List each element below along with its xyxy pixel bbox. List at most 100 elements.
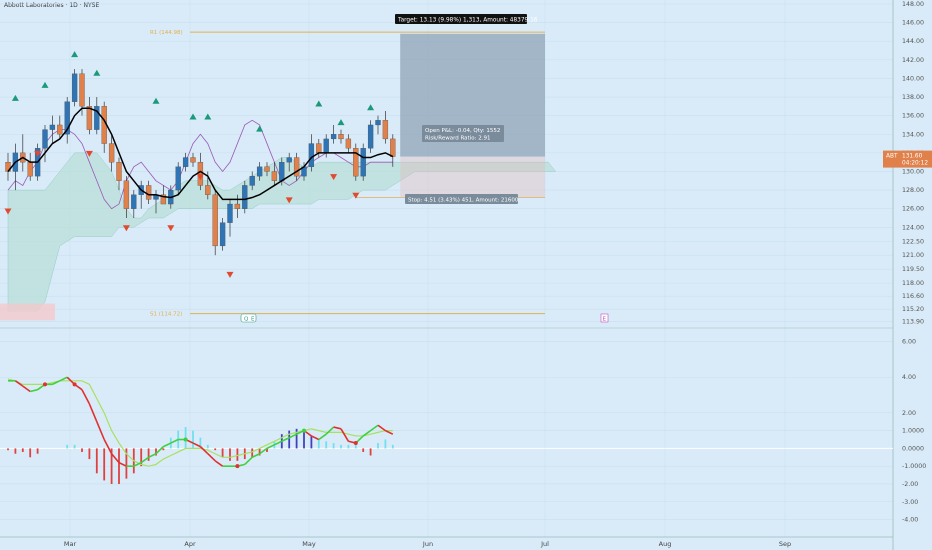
macd-cross-dot — [72, 382, 77, 387]
target-label: Target: 13.13 (9.98%) 1,313, Amount: 483… — [397, 18, 538, 24]
candle-body[interactable] — [5, 162, 11, 172]
pivot-s1-label: S1 (114.72) — [150, 312, 182, 318]
candle-body[interactable] — [123, 180, 130, 209]
candle-body[interactable] — [42, 129, 48, 149]
candle-body[interactable] — [367, 124, 374, 149]
buy-signal-arrow — [367, 104, 375, 111]
last-price-badge — [883, 150, 932, 168]
macd-line-segment — [118, 461, 127, 467]
candle-body[interactable] — [175, 166, 181, 191]
candle-body[interactable] — [264, 166, 270, 172]
candle-body[interactable] — [234, 203, 241, 209]
candle-body[interactable] — [190, 157, 196, 163]
open-pl-label-bg — [422, 125, 504, 142]
candle-body[interactable] — [382, 120, 389, 140]
candle-body[interactable] — [160, 194, 167, 205]
stop-zone[interactable] — [400, 156, 545, 198]
candle-body[interactable] — [86, 106, 93, 130]
candle-body[interactable] — [182, 157, 189, 167]
macd-line-segment — [370, 424, 379, 432]
macd-line-segment — [259, 447, 268, 455]
buy-signal-arrow — [337, 119, 345, 126]
candle-body[interactable] — [27, 162, 33, 177]
macd-line-segment — [22, 385, 31, 393]
candle-body[interactable] — [271, 171, 278, 181]
macd-line-segment — [96, 421, 105, 440]
y-tick-label: 138.00 — [902, 94, 924, 101]
event-marker-label: E — [603, 317, 607, 323]
candle-body[interactable] — [338, 134, 344, 140]
candle-body[interactable] — [94, 106, 100, 130]
candle-body[interactable] — [353, 148, 359, 177]
buy-signal-arrow — [41, 81, 49, 88]
pivot-r1-label: R1 (144.98) — [150, 30, 183, 36]
candle-body[interactable] — [219, 222, 226, 247]
macd-line-segment — [110, 453, 120, 464]
macd-line-segment — [148, 453, 157, 459]
candle-body[interactable] — [345, 138, 352, 149]
x-tick-label: May — [302, 540, 316, 548]
y-tick-label: 126.00 — [902, 206, 924, 213]
open-pl-label: Open P&L: -0.04, Qty: 1552 — [425, 128, 500, 134]
candle-body[interactable] — [308, 143, 315, 167]
macd-y-tick-label: -1.0000 — [902, 463, 926, 470]
y-tick-label: 142.00 — [902, 57, 924, 64]
macd-line-segment — [325, 426, 335, 435]
candle-body[interactable] — [79, 73, 85, 107]
candle-body[interactable] — [49, 124, 56, 130]
candle-body[interactable] — [323, 138, 329, 154]
candle-body[interactable] — [145, 185, 152, 200]
candle-body[interactable] — [330, 134, 337, 140]
candle-body[interactable] — [256, 166, 263, 177]
x-tick-label: Aug — [659, 540, 672, 548]
macd-line-segment — [59, 376, 68, 382]
x-tick-label: Jun — [422, 540, 433, 548]
target-label-bg — [395, 14, 527, 24]
event-marker[interactable] — [600, 313, 609, 323]
y-tick-label: 121.00 — [902, 252, 924, 259]
macd-line-segment — [103, 439, 113, 455]
macd-line-segment — [377, 424, 386, 432]
macd-cross-dot — [235, 464, 240, 469]
macd-signal-line — [7, 378, 393, 467]
candle-body[interactable] — [286, 157, 292, 163]
y-tick-label: 128.00 — [902, 187, 924, 194]
earnings-marker-label: Q — [244, 317, 249, 323]
candle-body[interactable] — [279, 162, 285, 181]
candle-body[interactable] — [205, 185, 211, 195]
candle-body[interactable] — [390, 138, 396, 157]
earnings-marker[interactable] — [240, 313, 257, 323]
stop-label: Stop: 4.51 (3.43%) 451, Amount: 21600 — [408, 198, 519, 204]
candle-body[interactable] — [108, 143, 115, 163]
macd-y-tick-label: -2.00 — [902, 481, 918, 488]
candle-body[interactable] — [197, 162, 204, 186]
candle-body[interactable] — [316, 143, 322, 154]
candle-body[interactable] — [227, 203, 233, 223]
macd-line-segment — [244, 456, 253, 465]
candle-body[interactable] — [116, 162, 122, 181]
candle-body[interactable] — [360, 148, 366, 177]
macd-cross-dot — [183, 437, 188, 442]
candle-body[interactable] — [242, 185, 248, 209]
sell-signal-arrow — [352, 192, 360, 199]
candle-body[interactable] — [293, 157, 300, 177]
y-tick-label: 140.00 — [902, 75, 924, 82]
candle-body[interactable] — [71, 73, 78, 102]
y-tick-label: 116.60 — [902, 293, 924, 300]
x-tick-label: Mar — [64, 540, 77, 548]
buy-signal-arrow — [256, 125, 264, 132]
candle-body[interactable] — [375, 120, 381, 126]
y-tick-label: 115.20 — [902, 306, 924, 313]
macd-line-segment — [266, 444, 275, 450]
macd-line-segment — [170, 438, 179, 444]
sell-signal-arrow — [85, 150, 93, 157]
candle-body[interactable] — [249, 175, 255, 186]
candle-body[interactable] — [212, 194, 218, 247]
risk-reward-label: Risk/Reward Ratio: 2.91 — [425, 136, 490, 142]
candle-body[interactable] — [57, 124, 63, 135]
macd-line-segment — [163, 442, 172, 448]
candle-body[interactable] — [64, 101, 70, 135]
candle-body[interactable] — [131, 194, 137, 209]
sell-signal-arrow — [285, 197, 293, 204]
